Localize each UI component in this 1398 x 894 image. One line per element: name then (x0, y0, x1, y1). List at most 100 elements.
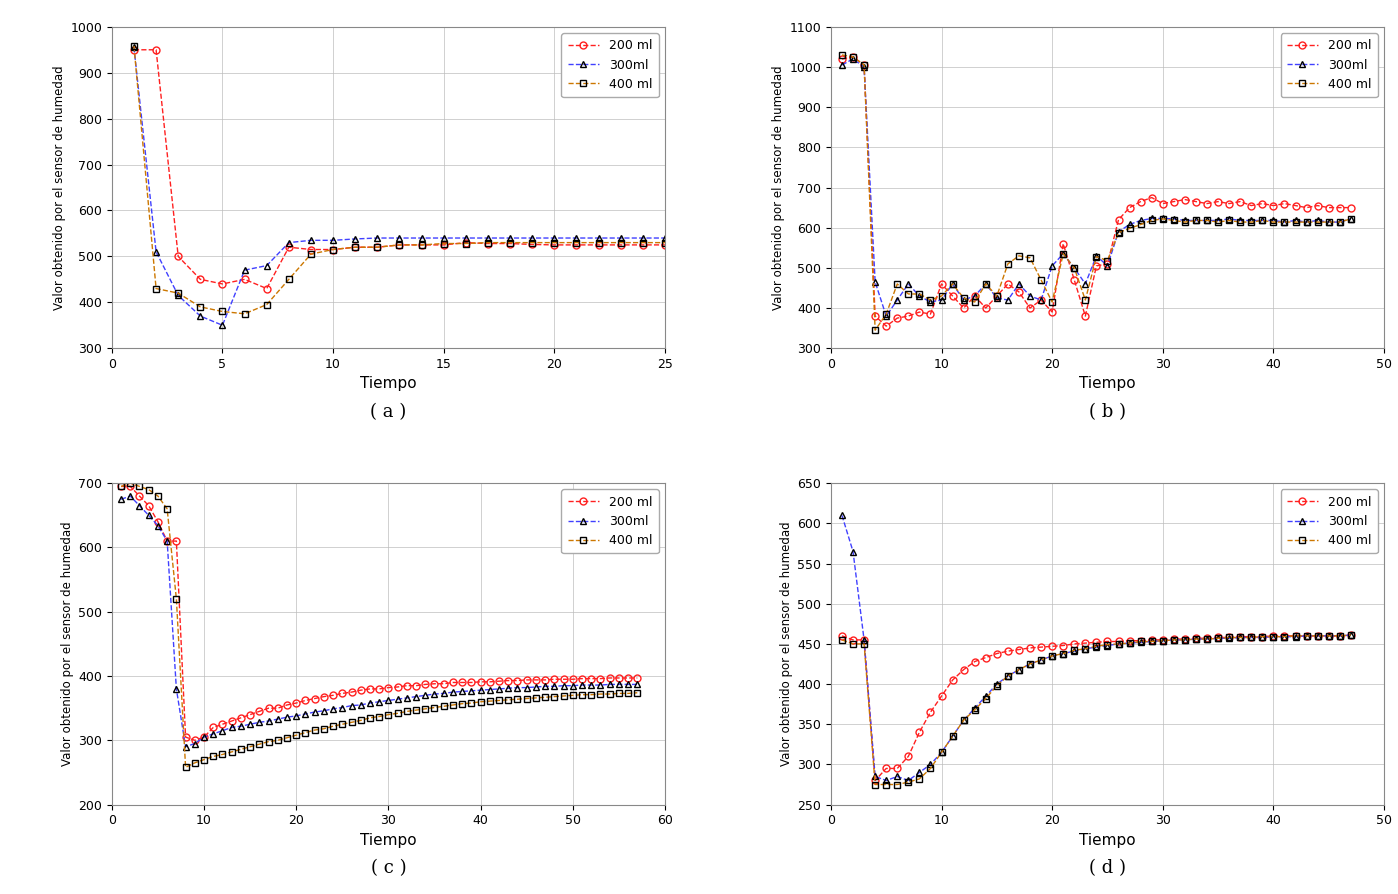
300ml (1132, 215, 1149, 226)
200 ml (1088, 637, 1104, 647)
400 ml (369, 242, 386, 253)
300ml (657, 232, 674, 243)
400 ml (856, 60, 872, 71)
300ml (1209, 633, 1226, 644)
200 ml (169, 251, 186, 262)
300ml (1121, 219, 1138, 230)
300ml (590, 232, 607, 243)
200 ml (1076, 311, 1093, 322)
300ml (944, 731, 960, 742)
400 ml (932, 291, 949, 301)
200 ml (1121, 636, 1138, 646)
400 ml (270, 735, 287, 746)
400 ml (1022, 659, 1039, 670)
400 ml (1331, 630, 1348, 641)
200 ml (1132, 636, 1149, 646)
300ml (1155, 213, 1172, 224)
300ml (977, 279, 994, 290)
300ml (1166, 214, 1183, 224)
300ml (122, 491, 138, 502)
200 ml (923, 308, 939, 319)
300ml (955, 295, 972, 306)
200 ml (878, 763, 895, 774)
400 ml (347, 242, 363, 253)
300ml (1121, 637, 1138, 648)
400 ml (1033, 654, 1050, 665)
400 ml (568, 237, 584, 248)
400 ml (324, 244, 341, 255)
300ml (1055, 249, 1072, 259)
300ml (966, 703, 983, 713)
400 ml (988, 291, 1005, 301)
300ml (113, 493, 130, 504)
300ml (1342, 214, 1359, 224)
200 ml (1220, 632, 1237, 643)
300ml (1177, 215, 1194, 226)
Line: 200 ml: 200 ml (117, 483, 640, 744)
Y-axis label: Valor obtenido por el sensor de humedad: Valor obtenido por el sensor de humedad (772, 65, 786, 310)
400 ml (1276, 216, 1293, 227)
200 ml (889, 763, 906, 774)
400 ml (169, 288, 186, 299)
400 ml (1276, 631, 1293, 642)
400 ml (844, 638, 861, 649)
300ml (178, 741, 194, 752)
300ml (833, 510, 850, 520)
200 ml (347, 242, 363, 253)
400 ml (1198, 215, 1215, 226)
200 ml (259, 283, 275, 294)
200 ml (1177, 634, 1194, 645)
300ml (911, 767, 928, 778)
300ml (867, 772, 884, 782)
400 ml (1044, 651, 1061, 662)
200 ml (1011, 287, 1028, 298)
200 ml (1220, 198, 1237, 209)
400 ml (259, 299, 275, 310)
400 ml (547, 237, 563, 248)
200 ml (1099, 637, 1116, 647)
400 ml (1110, 638, 1127, 649)
300ml (1342, 629, 1359, 640)
200 ml (1254, 198, 1271, 209)
400 ml (1144, 215, 1160, 226)
400 ml (1177, 635, 1194, 645)
300ml (1177, 635, 1194, 645)
400 ml (1198, 634, 1215, 645)
300ml (1220, 633, 1237, 644)
200 ml (1155, 198, 1172, 209)
400 ml (122, 477, 138, 488)
200 ml (1022, 303, 1039, 314)
400 ml (977, 693, 994, 704)
400 ml (1187, 634, 1204, 645)
400 ml (1254, 215, 1271, 226)
200 ml (1110, 215, 1127, 225)
400 ml (391, 240, 408, 250)
200 ml (612, 240, 629, 250)
400 ml (1265, 216, 1282, 227)
300ml (1243, 215, 1260, 226)
300ml (259, 260, 275, 271)
200 ml (302, 244, 319, 255)
300ml (1155, 636, 1172, 646)
400 ml (1320, 216, 1336, 227)
400 ml (1121, 637, 1138, 648)
400 ml (1331, 216, 1348, 227)
Line: 400 ml: 400 ml (130, 43, 668, 317)
200 ml (1065, 274, 1082, 285)
200 ml (1166, 196, 1183, 207)
400 ml (1022, 252, 1039, 263)
200 ml (657, 240, 674, 250)
400 ml (844, 52, 861, 63)
400 ml (1177, 216, 1194, 227)
300ml (1299, 216, 1316, 227)
400 ml (1099, 639, 1116, 650)
300ml (1288, 215, 1304, 226)
400 ml (236, 308, 253, 319)
300ml (1232, 215, 1248, 226)
300ml (1187, 215, 1204, 226)
400 ml (281, 274, 298, 284)
300ml (1220, 214, 1237, 224)
Line: 400 ml: 400 ml (839, 52, 1355, 333)
300ml (1011, 664, 1028, 675)
200 ml (343, 687, 359, 697)
